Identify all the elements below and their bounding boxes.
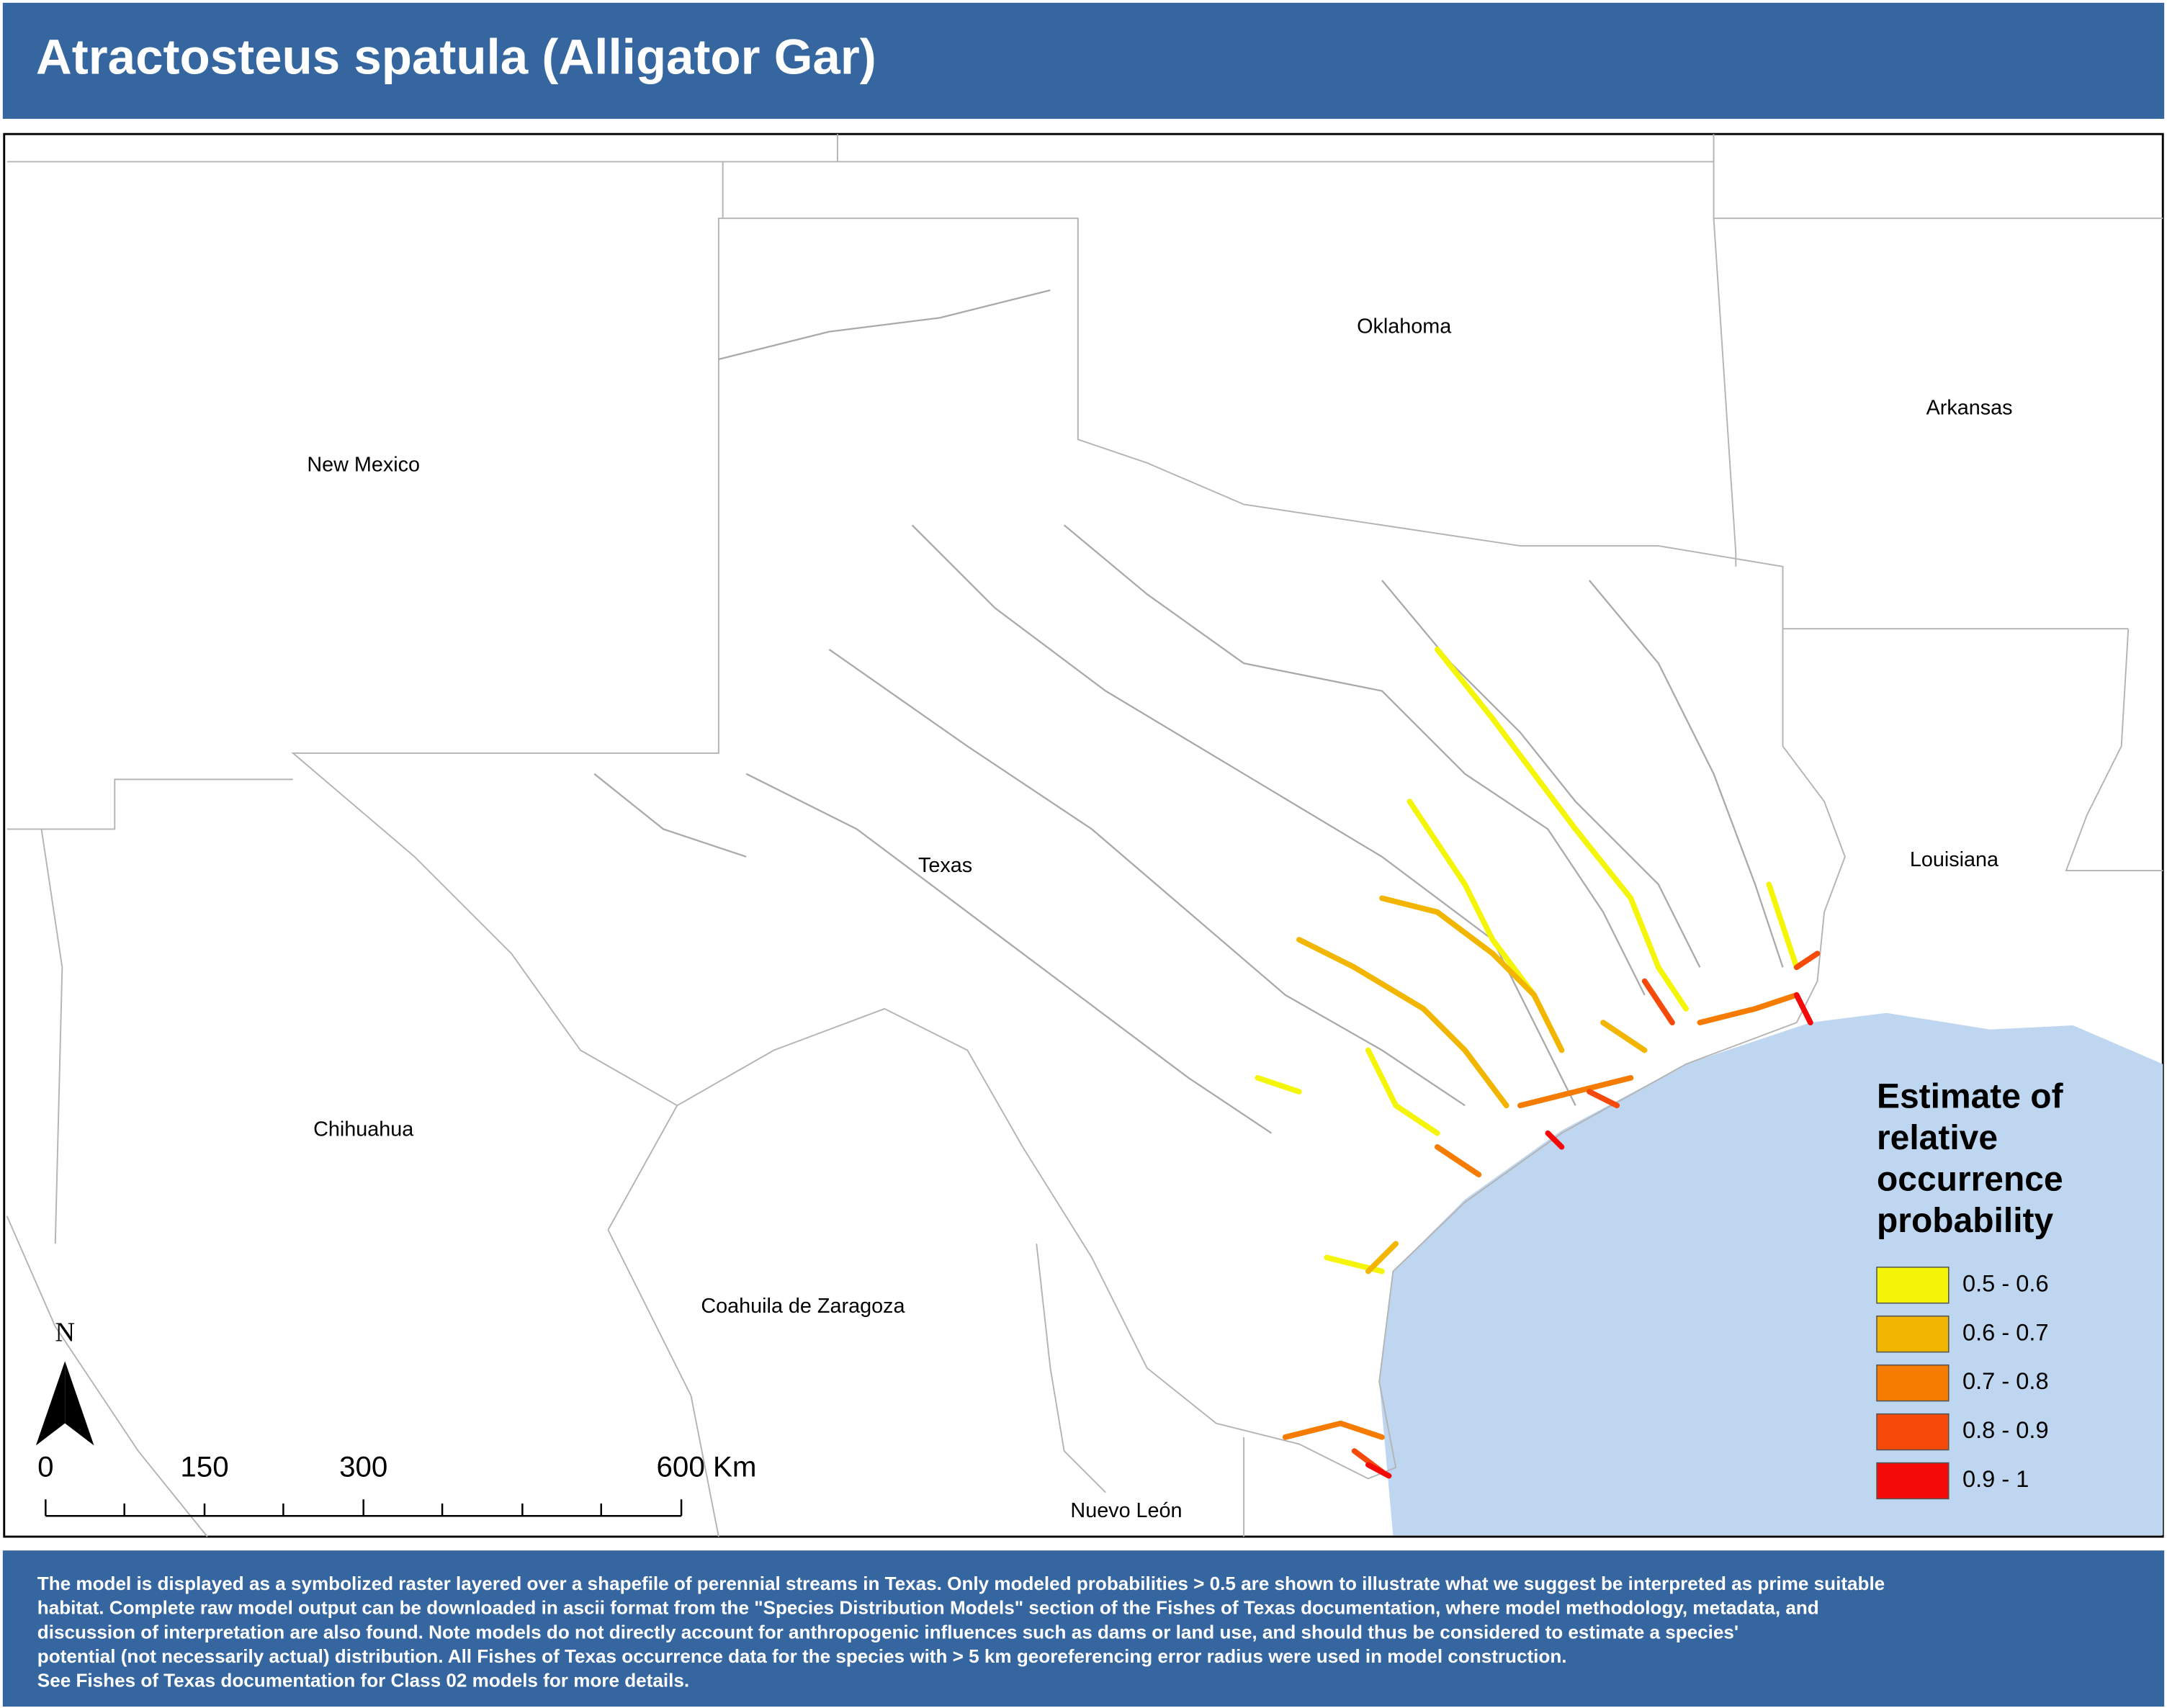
legend-title: relative (1877, 1119, 1998, 1157)
footer-line: discussion of interpretation are also fo… (37, 1621, 1738, 1642)
legend-label: 0.9 - 1 (1962, 1465, 2029, 1492)
rivers (593, 289, 1784, 1134)
place-labels: Oklahoma Arkansas New Mexico Texas Louis… (307, 315, 2012, 1522)
footer-line: habitat. Complete raw model output can b… (37, 1597, 1819, 1619)
legend-title: probability (1877, 1202, 2054, 1240)
habitat (1255, 647, 1821, 1479)
footer-line: potential (not necessarily actual) distr… (37, 1645, 1567, 1667)
place-label: Chihuahua (313, 1118, 413, 1141)
place-label: Coahuila de Zaragoza (701, 1295, 905, 1318)
footer-line: The model is displayed as a symbolized r… (37, 1573, 1885, 1594)
texas-outline (291, 217, 1846, 1480)
scale-label: 600 Km (657, 1451, 757, 1483)
legend-label: 0.7 - 0.8 (1962, 1367, 2049, 1394)
arrow-right (65, 1361, 94, 1446)
legend-swatch (1876, 1413, 1950, 1451)
arrow-left (35, 1361, 66, 1446)
legend-swatch (1876, 1315, 1950, 1353)
place-label: Nuevo León (1070, 1499, 1182, 1522)
legend-label: 0.5 - 0.6 (1962, 1269, 2049, 1296)
place-label: Oklahoma (1357, 315, 1451, 338)
scale-label: 150 (180, 1451, 228, 1483)
footer: The model is displayed as a symbolized r… (37, 1573, 1885, 1691)
place-label: Texas (918, 854, 972, 877)
legend-label: 0.8 - 0.9 (1962, 1416, 2049, 1443)
legend-swatch (1876, 1267, 1950, 1304)
legend-label: 0.6 - 0.7 (1962, 1318, 2049, 1345)
footer-line: See Fishes of Texas documentation for Cl… (37, 1669, 689, 1691)
north-arrow: N (35, 1318, 94, 1446)
place-label: Arkansas (1926, 397, 2013, 420)
ocean (1379, 1012, 2163, 1536)
place-label: Louisiana (1910, 848, 1998, 871)
legend-swatch (1876, 1364, 1950, 1402)
scale-bar: 0 150 300 600 Km (37, 1451, 757, 1517)
scale-line (45, 1499, 683, 1517)
scale-label: 300 (339, 1451, 387, 1483)
legend-title: occurrence (1877, 1160, 2063, 1198)
scale-label: 0 (37, 1451, 53, 1483)
legend-title: Estimate of (1877, 1077, 2064, 1115)
place-label: New Mexico (307, 453, 420, 476)
header-bar (2, 2, 2165, 120)
north-label: N (55, 1318, 75, 1348)
legend-swatch (1876, 1462, 1950, 1500)
footer-bar (2, 1550, 2165, 1707)
state-boundaries (6, 134, 2163, 1537)
title: Atractosteus spatula (Alligator Gar) (36, 29, 876, 85)
map: Oklahoma Arkansas New Mexico Texas Louis… (3, 132, 2164, 1538)
